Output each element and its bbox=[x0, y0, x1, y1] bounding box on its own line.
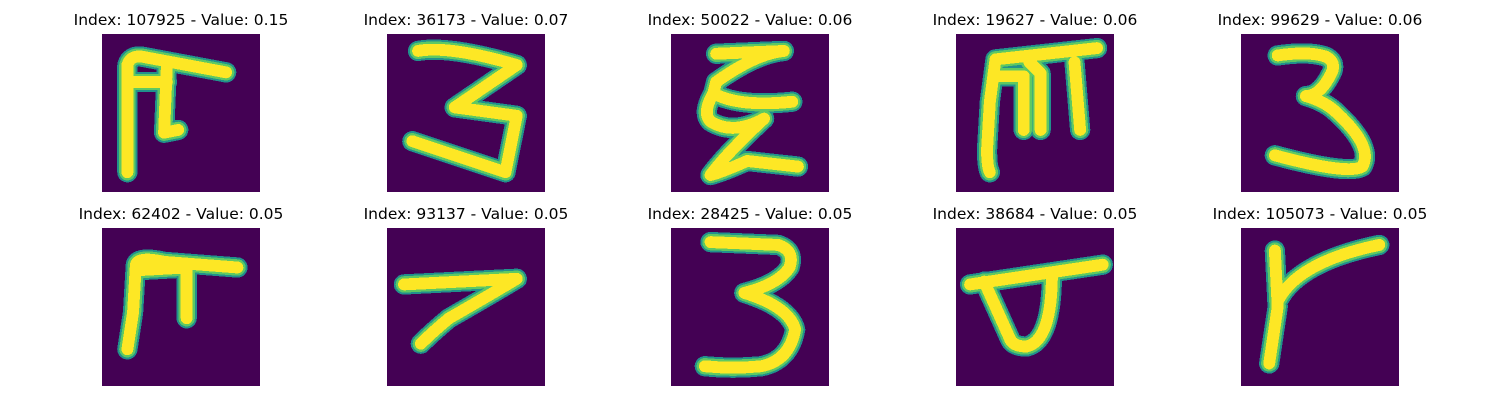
handwritten-glyph bbox=[402, 39, 527, 183]
panel-title: Index: 105073 - Value: 0.05 bbox=[1212, 205, 1428, 223]
glyph-stroke bbox=[158, 59, 185, 139]
digit-image bbox=[671, 228, 829, 386]
handwritten-glyph bbox=[976, 37, 1108, 183]
glyph-stroke bbox=[398, 272, 523, 350]
digit-image bbox=[956, 228, 1114, 386]
digit-image bbox=[387, 228, 545, 386]
panel-title: Index: 99629 - Value: 0.06 bbox=[1217, 11, 1423, 29]
image-panel: Index: 62402 - Value: 0.05 bbox=[39, 204, 323, 390]
glyph-stroke bbox=[978, 267, 1058, 353]
glyph-stroke bbox=[412, 43, 523, 114]
handwritten-glyph bbox=[393, 268, 527, 354]
glyph-stroke bbox=[698, 236, 802, 374]
image-background bbox=[956, 228, 1114, 386]
glyph-stroke bbox=[121, 50, 233, 179]
digit-image bbox=[1241, 34, 1399, 192]
glyph-stroke bbox=[981, 53, 1002, 179]
panel-title: Index: 19627 - Value: 0.06 bbox=[932, 11, 1138, 29]
handwritten-glyph bbox=[1264, 43, 1376, 180]
handwritten-glyph bbox=[117, 249, 248, 360]
glyph-stroke bbox=[1068, 56, 1087, 136]
image-panel: Index: 50022 - Value: 0.06 bbox=[608, 10, 892, 196]
panel-title: Index: 107925 - Value: 0.15 bbox=[73, 11, 289, 29]
panel-title: Index: 50022 - Value: 0.06 bbox=[647, 11, 853, 29]
handwritten-glyph bbox=[959, 254, 1113, 357]
digit-image bbox=[1241, 228, 1399, 386]
glyph-stroke bbox=[1268, 90, 1371, 176]
digit-image bbox=[102, 34, 260, 192]
panel-title: Index: 93137 - Value: 0.05 bbox=[363, 205, 569, 223]
glyph-stroke bbox=[1271, 47, 1340, 102]
digit-image bbox=[387, 34, 545, 192]
image-panel: Index: 99629 - Value: 0.06 bbox=[1178, 10, 1462, 196]
glyph-stroke bbox=[1271, 239, 1386, 308]
image-panel: Index: 19627 - Value: 0.06 bbox=[893, 10, 1177, 196]
image-panel: Index: 36173 - Value: 0.07 bbox=[324, 10, 608, 196]
glyph-stroke bbox=[964, 258, 1109, 291]
digit-image bbox=[102, 228, 260, 386]
panel-title: Index: 62402 - Value: 0.05 bbox=[78, 205, 284, 223]
handwritten-glyph bbox=[696, 40, 809, 186]
image-panel: Index: 38684 - Value: 0.05 bbox=[893, 204, 1177, 390]
glyph-stroke bbox=[989, 42, 1103, 66]
handwritten-glyph bbox=[117, 46, 237, 183]
panel-title: Index: 28425 - Value: 0.05 bbox=[647, 205, 853, 223]
panel-title: Index: 38684 - Value: 0.05 bbox=[932, 205, 1138, 223]
handwritten-glyph bbox=[694, 231, 806, 378]
image-panel: Index: 93137 - Value: 0.05 bbox=[324, 204, 608, 390]
digit-image bbox=[956, 34, 1114, 192]
glyph-stroke bbox=[701, 87, 804, 181]
image-panel: Index: 28425 - Value: 0.05 bbox=[608, 204, 892, 390]
digit-image bbox=[671, 34, 829, 192]
glyph-stroke bbox=[992, 70, 1030, 136]
handwritten-glyph bbox=[1259, 234, 1390, 374]
glyph-stroke bbox=[129, 261, 193, 277]
panel-title: Index: 36173 - Value: 0.07 bbox=[363, 11, 569, 29]
image-panel: Index: 105073 - Value: 0.05 bbox=[1178, 204, 1462, 390]
glyph-stroke bbox=[406, 101, 523, 179]
image-panel: Index: 107925 - Value: 0.15 bbox=[39, 10, 323, 196]
glyph-stroke bbox=[1023, 56, 1047, 136]
